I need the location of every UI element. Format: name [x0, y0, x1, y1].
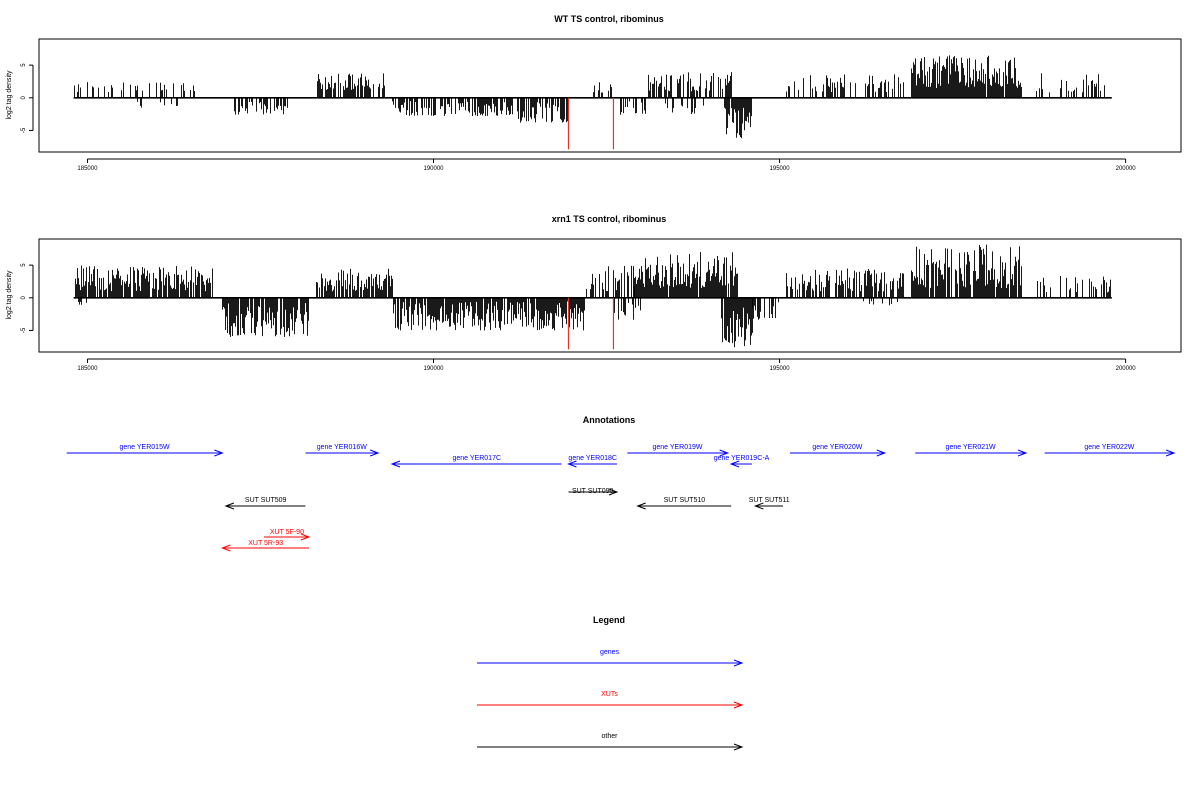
panel-xrn1-bars	[75, 244, 1111, 348]
annotation-feature: gene YER015W	[66, 444, 224, 457]
x-tick-label: 195000	[770, 166, 791, 172]
x-tick-label: 185000	[77, 166, 98, 172]
x-tick-label: 185000	[77, 366, 98, 372]
feature-label: gene YER018C	[568, 455, 617, 462]
annotation-feature: gene YER021W	[915, 444, 1028, 457]
legend-label: XUTs	[601, 691, 618, 698]
annotation-feature: gene YER018C	[567, 455, 617, 468]
annotation-feature: XUT 5R-93	[220, 540, 309, 552]
annotation-feature: gene YER016W	[305, 444, 380, 457]
feature-label: gene YER019C-A	[714, 455, 770, 462]
feature-arrowhead	[876, 449, 887, 457]
panel-wt-ylabel: log2 tag density	[6, 70, 13, 120]
feature-label: gene YER020W	[812, 444, 862, 451]
feature-label: SUT SUT510	[664, 497, 706, 504]
x-tick-label: 190000	[423, 366, 444, 372]
legend-item-genes: genes	[477, 649, 744, 667]
y-tick-label: 5	[21, 63, 27, 67]
feature-arrowhead	[729, 460, 740, 468]
y-tick-label: 5	[21, 263, 27, 267]
annotation-feature: SUT SUT090	[568, 488, 619, 496]
legend-arrowhead	[733, 701, 744, 709]
annotations-title: Annotations	[583, 415, 636, 425]
x-tick-label: 200000	[1116, 366, 1137, 372]
annotation-feature: SUT SUT509	[224, 497, 306, 510]
annotation-feature: gene YER022W	[1044, 444, 1176, 457]
x-tick-label: 200000	[1116, 166, 1137, 172]
feature-arrowhead	[608, 488, 619, 496]
x-tick-label: 195000	[770, 366, 791, 372]
panel-wt-axes: 185000 190000 195000 200000 -5 0 5	[21, 63, 1136, 172]
feature-arrowhead	[753, 502, 764, 510]
feature-label: gene YER021W	[946, 444, 996, 451]
annotation-feature: gene YER020W	[789, 444, 887, 457]
feature-arrowhead	[636, 502, 646, 510]
annotation-feature: SUT SUT511	[749, 497, 790, 510]
feature-label: XUT 5F-90	[270, 529, 304, 536]
annotation-features: gene YER015W gene YER016W gene YER017C gene…	[66, 444, 1176, 552]
feature-label: gene YER016W	[317, 444, 367, 451]
feature-arrowhead	[1165, 449, 1176, 457]
feature-label: SUT SUT509	[245, 497, 287, 504]
feature-label: gene YER017C	[453, 455, 502, 462]
panel-wt-frame	[38, 38, 1182, 153]
y-tick-label: -5	[21, 327, 27, 333]
panel-wt: WT TS control, ribominus log2 tag densit…	[6, 14, 1182, 172]
legend-item-xuts: XUTs	[477, 691, 744, 709]
legend-arrowhead	[733, 743, 744, 751]
y-tick-label: -5	[21, 127, 27, 133]
feature-label: SUT SUT090	[572, 488, 614, 495]
panel-wt-title: WT TS control, ribominus	[554, 14, 664, 24]
legend-label: other	[602, 733, 619, 740]
annotations-track: Annotations gene YER015W gene YER016Wgene…	[66, 415, 1176, 552]
annotation-feature: gene YER017C	[390, 455, 562, 468]
annotation-feature: gene YER019W	[627, 444, 730, 457]
legend-items: genes XUTs other	[477, 649, 744, 751]
feature-arrowhead	[214, 449, 224, 457]
legend-title: Legend	[593, 615, 625, 625]
legend-label: genes	[600, 649, 620, 656]
panel-xrn1-frame	[38, 238, 1182, 353]
x-tick-label: 190000	[423, 166, 444, 172]
feature-label: XUT 5R-93	[248, 540, 283, 547]
legend: Legend genes XUTs other	[477, 615, 744, 751]
feature-arrowhead	[369, 449, 380, 457]
annotation-feature: gene YER019C-A	[714, 455, 770, 468]
feature-arrowhead	[390, 460, 401, 468]
legend-item-other: other	[477, 733, 744, 751]
feature-arrowhead	[220, 544, 231, 552]
feature-arrowhead	[224, 502, 235, 510]
feature-arrowhead	[719, 449, 730, 457]
feature-arrowhead	[567, 460, 577, 468]
panel-xrn1: xrn1 TS control, ribominus log2 tag dens…	[6, 214, 1182, 372]
panel-xrn1-title: xrn1 TS control, ribominus	[552, 214, 667, 224]
annotation-feature: XUT 5F-90	[263, 529, 311, 541]
y-tick-label: 0	[21, 95, 27, 99]
feature-label: gene YER015W	[120, 444, 170, 451]
feature-label: SUT SUT511	[749, 497, 790, 504]
annotation-feature: SUT SUT510	[636, 497, 732, 510]
feature-label: gene YER022W	[1084, 444, 1134, 451]
panel-xrn1-ylabel: log2 tag density	[6, 270, 13, 320]
feature-label: gene YER019W	[652, 444, 702, 451]
feature-arrowhead	[300, 533, 311, 541]
y-tick-label: 0	[21, 295, 27, 299]
panel-xrn1-axes: 185000 190000 195000 200000 -5 0 5	[21, 263, 1136, 372]
panel-wt-bars	[74, 55, 1105, 139]
legend-arrowhead	[733, 659, 744, 667]
feature-arrowhead	[1017, 449, 1028, 457]
